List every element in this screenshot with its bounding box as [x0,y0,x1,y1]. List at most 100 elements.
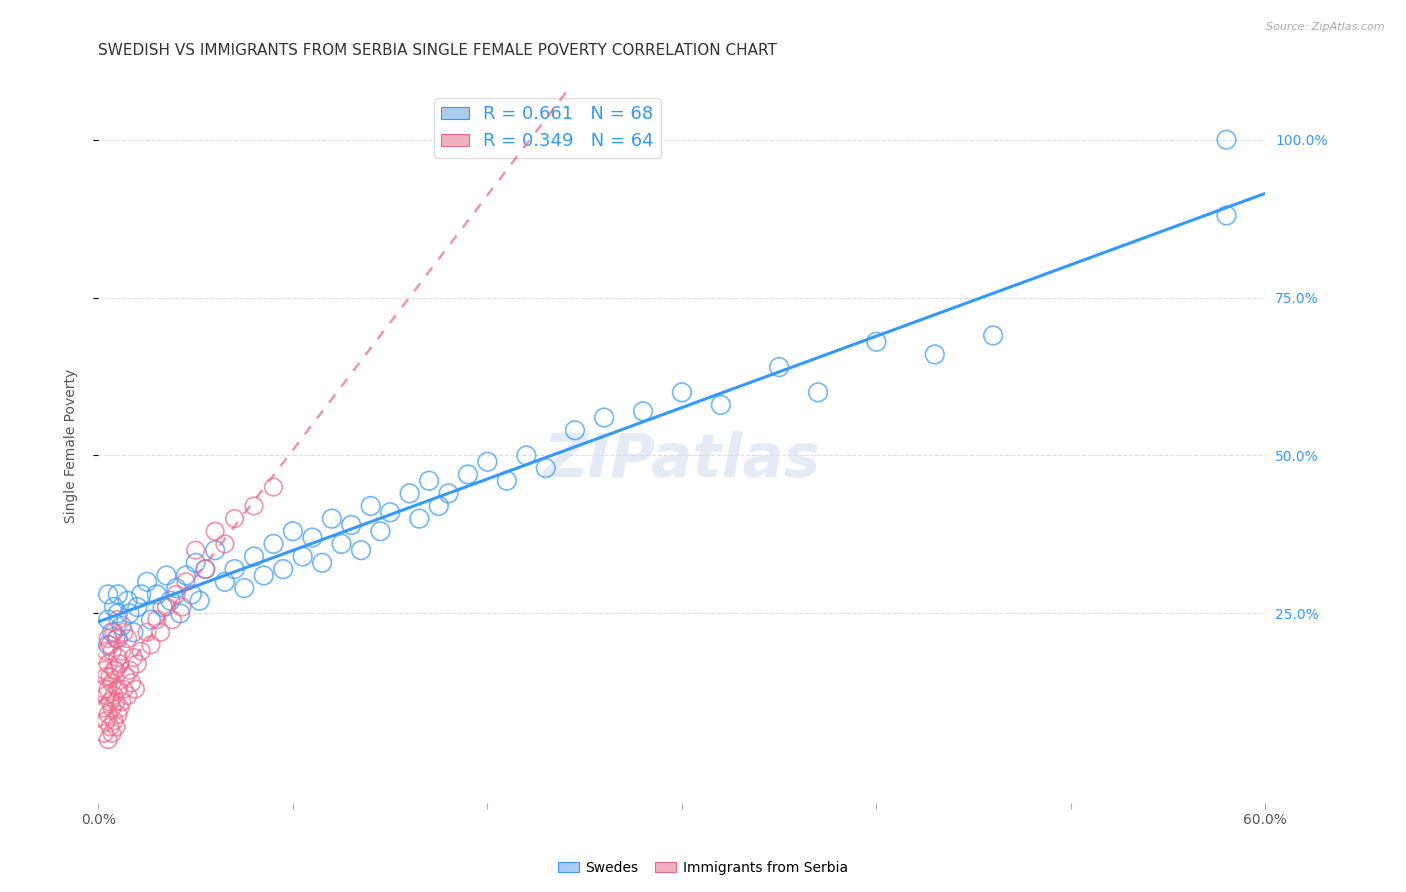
Point [671,385,693,400]
Point [101,701,124,715]
Point [118,663,141,677]
Point [162,613,184,627]
Point [180,587,202,601]
Point [253,568,276,582]
Point [152,600,174,615]
Point [117,689,139,703]
Point [593,410,616,425]
Point [155,600,177,615]
Point [184,543,207,558]
Point [165,587,187,601]
Point [114,669,136,683]
Point [149,625,172,640]
Point [101,625,124,640]
Point [101,675,124,690]
Text: ZIPatlas: ZIPatlas [543,431,821,490]
Point [233,581,256,595]
Point [121,675,143,690]
Point [159,593,181,607]
Point [155,568,177,582]
Point [350,543,373,558]
Point [224,511,246,525]
Point [97,732,120,747]
Point [112,682,135,697]
Point [97,632,120,646]
Point [136,574,159,589]
Point [103,663,125,677]
Point [214,574,236,589]
Point [103,625,125,640]
Point [174,574,197,589]
Point [204,543,226,558]
Point [271,562,294,576]
Point [311,556,333,570]
Point [301,531,323,545]
Point [93,682,115,697]
Point [96,714,118,728]
Point [330,537,353,551]
Point [108,701,131,715]
Point [865,334,887,349]
Point [97,707,120,722]
Point [98,669,121,683]
Point [118,607,141,621]
Point [97,657,120,671]
Point [122,625,145,640]
Point [981,328,1004,343]
Point [204,524,226,539]
Point [112,625,135,640]
Point [124,682,146,697]
Point [437,486,460,500]
Point [108,657,131,671]
Point [111,695,134,709]
Point [224,562,246,576]
Point [291,549,314,564]
Point [136,625,159,640]
Point [169,607,191,621]
Point [174,568,197,582]
Point [107,587,129,601]
Point [534,461,557,475]
Point [427,499,450,513]
Point [146,587,169,601]
Point [321,511,343,525]
Point [457,467,479,482]
Point [378,505,402,519]
Point [111,644,134,658]
Y-axis label: Single Female Poverty: Single Female Poverty [63,369,77,523]
Point [97,613,120,627]
Point [243,499,266,513]
Legend: Swedes, Immigrants from Serbia: Swedes, Immigrants from Serbia [553,855,853,880]
Point [139,638,162,652]
Point [101,726,124,740]
Point [93,701,115,715]
Point [98,638,121,652]
Point [170,600,193,615]
Point [165,581,187,595]
Point [97,682,120,697]
Point [96,689,118,703]
Point [184,556,207,570]
Point [104,663,127,677]
Point [117,593,139,607]
Point [262,480,284,494]
Point [398,486,420,500]
Point [97,587,120,601]
Point [370,524,392,539]
Point [97,638,120,652]
Point [117,632,139,646]
Point [127,600,149,615]
Point [188,593,211,607]
Point [631,404,654,418]
Point [146,613,169,627]
Point [104,720,127,734]
Point [243,549,266,564]
Point [768,360,790,375]
Point [360,499,382,513]
Point [281,524,304,539]
Point [107,632,129,646]
Point [93,726,115,740]
Point [139,613,162,627]
Point [129,644,152,658]
Point [103,714,125,728]
